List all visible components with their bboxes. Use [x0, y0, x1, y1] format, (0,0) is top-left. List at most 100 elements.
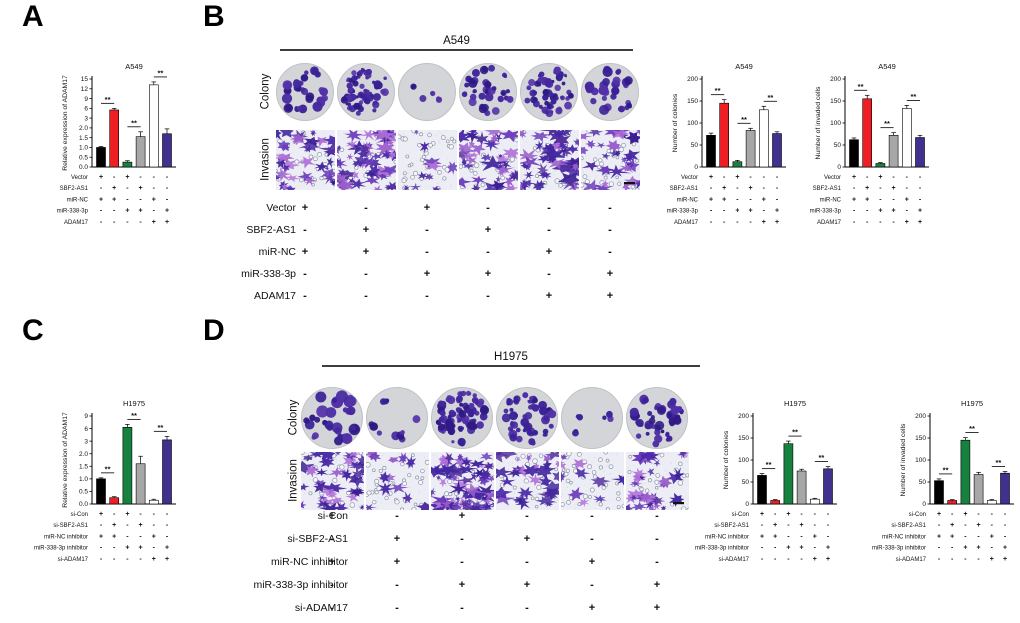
invaded-cell — [544, 452, 559, 461]
invaded-cell — [468, 140, 475, 148]
y-tick-label: 50 — [691, 142, 699, 149]
membrane-pore — [659, 452, 664, 458]
expression-chart-h1975: H1975 0.0 0.5 1.0 1.5 2.0 3 6 9 Relative expressi… — [34, 392, 200, 574]
condition-symbol: + — [963, 511, 967, 518]
invaded-cell — [468, 505, 482, 510]
colony-spot — [373, 82, 379, 87]
invaded-cell — [318, 143, 335, 156]
significance-label: ** — [105, 95, 111, 104]
membrane-pore — [402, 171, 407, 176]
invaded-cell — [319, 452, 335, 461]
bar-gray — [888, 135, 899, 168]
invaded-cell — [535, 496, 557, 506]
treatment-symbol: + — [606, 290, 614, 302]
membrane-pore — [400, 178, 406, 184]
invaded-cell — [343, 130, 363, 142]
condition-symbol: - — [776, 174, 779, 181]
treatment-symbol: - — [525, 556, 529, 568]
membrane-pore — [603, 452, 608, 455]
invaded-cell — [446, 161, 457, 175]
condition-symbol: - — [126, 533, 129, 540]
y-tick-label: 6 — [84, 106, 88, 113]
significance-label: ** — [715, 86, 721, 95]
treatment-symbol: - — [395, 579, 399, 591]
condition-symbol: + — [709, 196, 713, 203]
condition-symbol: - — [800, 533, 803, 540]
invaded-cell — [324, 165, 329, 172]
invaded-cell — [482, 496, 491, 507]
condition-label: Vector — [71, 175, 88, 181]
invaded-cell — [314, 468, 329, 477]
invaded-cell — [275, 174, 281, 180]
chart-title: A549 — [125, 62, 143, 71]
condition-label: ADAM17 — [817, 220, 842, 226]
condition-symbol: + — [125, 511, 129, 518]
condition-symbol: + — [125, 545, 129, 552]
colony-spot — [532, 100, 540, 108]
membrane-pore — [448, 144, 454, 150]
condition-symbol: - — [166, 185, 169, 192]
membrane-pore — [300, 452, 305, 455]
invaded-cell — [358, 130, 378, 141]
invaded-cell — [551, 133, 570, 146]
condition-symbol: - — [166, 533, 169, 540]
invaded-cell — [405, 455, 416, 469]
membrane-pore — [330, 164, 335, 170]
y-tick-label: 0.0 — [79, 164, 88, 171]
membrane-pore — [393, 499, 400, 505]
condition-symbol: - — [100, 185, 103, 192]
membrane-pore — [513, 137, 518, 143]
condition-symbol: - — [906, 185, 909, 192]
invaded-cell — [473, 462, 488, 470]
invaded-cell — [322, 135, 335, 146]
invaded-cell — [458, 130, 472, 143]
invaded-cell — [462, 163, 474, 170]
invaded-cell — [586, 130, 603, 137]
condition-symbol: - — [814, 545, 817, 552]
membrane-pore — [469, 168, 473, 173]
invaded-cell — [542, 453, 552, 464]
colony-spot — [355, 110, 361, 116]
invaded-cell — [503, 175, 515, 188]
invaded-cell — [346, 176, 356, 186]
condition-symbol: + — [813, 556, 817, 563]
invaded-cell — [275, 156, 286, 168]
condition-symbol: + — [125, 208, 129, 215]
colony-spot — [515, 435, 523, 443]
treatment-symbol: - — [364, 268, 368, 280]
invaded-cell — [449, 474, 459, 482]
condition-symbol: + — [865, 196, 869, 203]
treatment-symbol: - — [425, 246, 429, 258]
colony-spot — [602, 415, 607, 420]
membrane-pore — [605, 507, 610, 510]
invaded-cell — [336, 157, 348, 170]
invaded-cell — [330, 496, 344, 504]
invaded-cell — [383, 184, 391, 190]
invaded-cell — [453, 495, 461, 502]
invaded-cell — [346, 457, 357, 463]
invaded-cell — [461, 500, 474, 510]
colony-spot — [468, 98, 477, 107]
treatment-symbol: - — [330, 602, 334, 614]
treatment-row-label: Vector — [266, 202, 296, 214]
condition-symbol: - — [100, 208, 103, 215]
invaded-cell — [616, 162, 636, 173]
condition-symbol: + — [749, 185, 753, 192]
panel-d-label: D — [203, 314, 225, 347]
bar-black — [934, 480, 944, 505]
condition-symbol: + — [918, 219, 922, 226]
membrane-pore — [615, 496, 621, 502]
invaded-cell — [489, 133, 500, 145]
colony-dish-image — [496, 387, 558, 449]
colony-dish-image — [626, 387, 688, 449]
invaded-cell — [505, 469, 523, 478]
membrane-pore — [357, 452, 363, 456]
invaded-cell — [302, 175, 317, 186]
header-line-b — [280, 49, 633, 51]
membrane-pore — [418, 132, 423, 137]
condition-label: si-SBF2-AS1 — [53, 523, 88, 529]
colony-spot — [629, 407, 639, 417]
membrane-pore — [275, 169, 278, 173]
membrane-pore — [565, 452, 572, 457]
invaded-cell — [353, 152, 369, 168]
